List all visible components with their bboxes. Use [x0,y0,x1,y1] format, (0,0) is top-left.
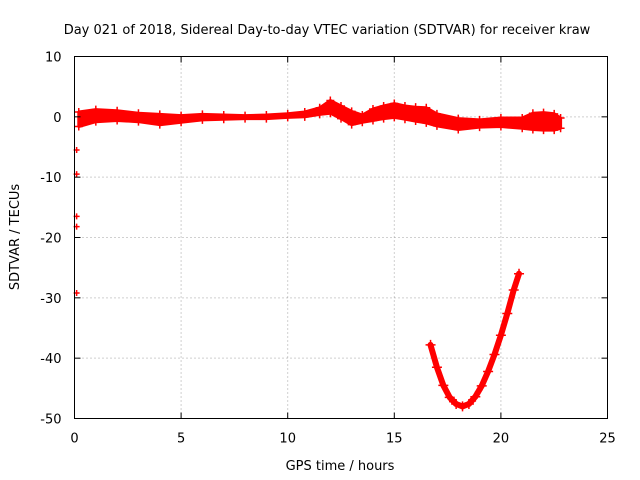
band-lower-point [550,126,559,135]
band-upper-point [518,114,527,123]
band-upper-point [155,110,164,119]
band-upper-point [528,109,537,118]
arc-point [463,399,474,410]
band-upper-point [390,99,399,108]
band-lower-point [475,123,484,132]
band-lower-point [432,121,441,130]
band-lower-point [347,120,356,129]
band-upper-point [400,101,409,110]
y-tick-label: -20 [40,232,61,247]
arc-point [495,330,506,341]
arc-point [457,401,468,412]
data-layer [73,96,565,412]
band-lower-point [411,117,420,126]
x-tick-label: 5 [177,432,185,447]
y-tick-label: 0 [53,111,61,126]
band-upper-point [454,114,463,123]
arc-point [425,339,436,350]
band-lower-point [539,126,548,135]
band-lower-point [358,118,367,127]
arc-point [444,392,455,403]
band-upper-point [550,109,559,118]
axes: 0 5 10 15 20 25 10 0 -10 -20 -30 -40 -50 [40,51,616,447]
band-lower-point [315,110,324,119]
y-axis-label: SDTVAR / TECUs [8,184,23,291]
band-upper-point [496,114,505,123]
band-upper-point [432,109,441,118]
band-lower-point [177,118,186,127]
x-axis-label: GPS time / hours [286,459,395,474]
band-lower-point [155,120,164,129]
band-upper-point [411,103,420,112]
band-lower-point [518,124,527,133]
band-upper-point [556,114,565,123]
arc-point [431,362,442,373]
band-lower-point [198,115,207,124]
arc-point [470,391,481,402]
band-lower-point [134,117,143,126]
x-tick-label: 10 [279,432,296,447]
band-upper-point [539,108,548,117]
band-lower-point [556,124,565,133]
band-lower-point [496,122,505,131]
arc-point [489,349,500,360]
band-lower-point [326,109,335,118]
band-lower-point [219,115,228,124]
band-lower-point [283,113,292,122]
band-upper-point [74,108,83,117]
band-lower-point [390,113,399,122]
x-tick-label: 0 [70,432,78,447]
band-lower-point [528,125,537,134]
band-lower-point [300,112,309,121]
band-lower-point [74,122,83,131]
arc-point [476,380,487,391]
y-tick-label: -10 [40,171,61,186]
arc-point [508,284,519,295]
x-tick-label: 15 [386,432,403,447]
band-lower-point [368,116,377,125]
arc-point [438,380,449,391]
band-lower-point [113,116,122,125]
band-lower-point [454,125,463,134]
arc-point [451,399,462,410]
band-upper-point [326,96,335,105]
band-upper-point [379,101,388,110]
x-tick-label: 25 [599,432,616,447]
band-upper-point [422,103,431,112]
band-upper-point [91,105,100,114]
arc-point [483,366,494,377]
band-lower-point [91,117,100,126]
y-tick-label: -30 [40,292,61,307]
band-upper-point [113,106,122,115]
band-upper-point [347,107,356,116]
y-tick-label: 10 [45,51,62,66]
band-upper-point [475,115,484,124]
band-lower-point [262,114,271,123]
arc-point [502,308,513,319]
band-lower-point [422,118,431,127]
band-upper-point [368,104,377,113]
band-lower-point [241,114,250,123]
band-lower-point [379,114,388,123]
band-upper-point [358,111,367,120]
band-upper-point [134,109,143,118]
band-lower-point [400,115,409,124]
band-lower-point [337,114,345,123]
chart-title: Day 021 of 2018, Sidereal Day-to-day VTE… [64,23,591,38]
y-tick-label: -50 [40,413,61,428]
x-tick-label: 20 [493,432,510,447]
y-tick-label: -40 [40,352,61,367]
arc-point [514,268,525,279]
band-upper-point [337,101,345,110]
